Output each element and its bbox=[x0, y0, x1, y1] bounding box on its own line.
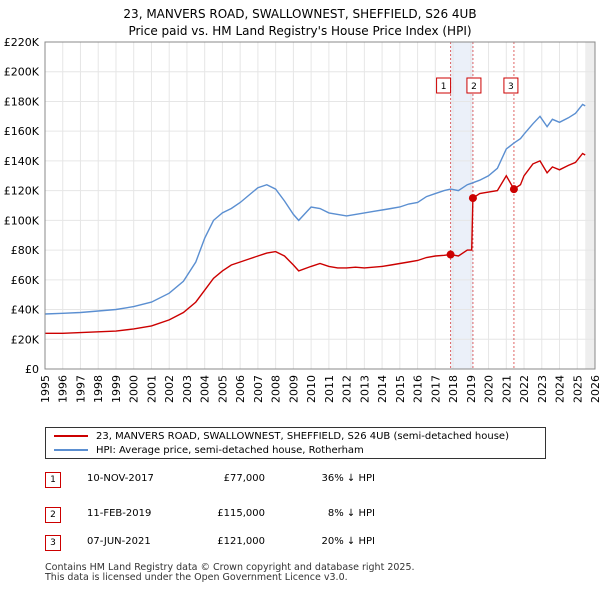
x-tick-label: 2006 bbox=[234, 375, 247, 403]
x-tick-label: 2014 bbox=[376, 375, 389, 403]
sale-label: 3 bbox=[508, 82, 514, 92]
y-tick-label: £40K bbox=[11, 304, 40, 317]
x-tick-label: 2011 bbox=[323, 375, 336, 403]
x-tick-label: 2009 bbox=[287, 375, 300, 403]
sale-marker-box: 1 bbox=[45, 472, 61, 488]
x-tick-label: 2017 bbox=[429, 375, 442, 403]
x-tick-label: 2013 bbox=[358, 375, 371, 403]
x-tick-label: 2008 bbox=[270, 375, 283, 403]
y-tick-label: £120K bbox=[4, 185, 40, 198]
y-tick-label: £0 bbox=[25, 363, 39, 376]
sale-marker-box: 3 bbox=[45, 535, 61, 551]
sale-point bbox=[510, 185, 518, 193]
x-tick-label: 1996 bbox=[57, 375, 70, 403]
legend-label-hpi: HPI: Average price, semi-detached house,… bbox=[96, 445, 364, 456]
sale-point bbox=[469, 194, 477, 202]
y-tick-label: £160K bbox=[4, 125, 40, 138]
x-tick-label: 2020 bbox=[483, 375, 496, 403]
y-tick-label: £200K bbox=[4, 66, 40, 79]
sale-date: 07-JUN-2021 bbox=[87, 536, 197, 547]
y-tick-label: £100K bbox=[4, 214, 40, 227]
sale-row: 2 11-FEB-2019 £115,000 8% ↓ HPI bbox=[45, 505, 545, 525]
x-tick-label: 2010 bbox=[305, 375, 318, 403]
x-tick-label: 2024 bbox=[554, 375, 567, 403]
sale-point bbox=[447, 251, 455, 259]
y-tick-label: £220K bbox=[4, 36, 40, 49]
sale-price: £77,000 bbox=[195, 473, 265, 484]
x-tick-label: 2005 bbox=[216, 375, 229, 403]
y-tick-label: £20K bbox=[11, 333, 40, 346]
sale-row: 1 10-NOV-2017 £77,000 36% ↓ HPI bbox=[45, 470, 545, 490]
x-tick-label: 1995 bbox=[39, 375, 52, 403]
footer: Contains HM Land Registry data © Crown c… bbox=[45, 563, 415, 583]
y-tick-label: £60K bbox=[11, 274, 40, 287]
x-tick-label: 2019 bbox=[465, 375, 478, 403]
x-tick-label: 2022 bbox=[518, 375, 531, 403]
x-tick-label: 2026 bbox=[589, 375, 600, 403]
y-tick-label: £80K bbox=[11, 244, 40, 257]
legend-label-property: 23, MANVERS ROAD, SWALLOWNEST, SHEFFIELD… bbox=[96, 431, 509, 442]
x-tick-label: 2004 bbox=[199, 375, 212, 403]
sale-hpi-diff: 36% ↓ HPI bbox=[285, 473, 375, 484]
x-tick-label: 2021 bbox=[500, 375, 513, 403]
x-tick-label: 2007 bbox=[252, 375, 265, 403]
x-tick-label: 1997 bbox=[74, 375, 87, 403]
x-tick-label: 2025 bbox=[571, 375, 584, 403]
x-tick-label: 2002 bbox=[163, 375, 176, 403]
legend-swatch-property bbox=[54, 435, 88, 437]
x-tick-label: 2000 bbox=[128, 375, 141, 403]
x-tick-label: 2012 bbox=[341, 375, 354, 403]
sale-marker-box: 2 bbox=[45, 507, 61, 523]
hpi-line bbox=[45, 104, 585, 314]
legend-item-property: 23, MANVERS ROAD, SWALLOWNEST, SHEFFIELD… bbox=[54, 430, 509, 444]
sale-hpi-diff: 20% ↓ HPI bbox=[285, 536, 375, 547]
legend-swatch-hpi bbox=[54, 449, 88, 451]
legend-item-hpi: HPI: Average price, semi-detached house,… bbox=[54, 444, 364, 458]
sale-price: £121,000 bbox=[195, 536, 265, 547]
x-tick-label: 1998 bbox=[92, 375, 105, 403]
x-tick-label: 2018 bbox=[447, 375, 460, 403]
price-chart: £0 £20K £40K £60K £80K £100K £120K £140K £160K £1… bbox=[0, 0, 600, 425]
x-tick-label: 2016 bbox=[412, 375, 425, 403]
sale-row: 3 07-JUN-2021 £121,000 20% ↓ HPI bbox=[45, 533, 545, 553]
x-tick-label: 2015 bbox=[394, 375, 407, 403]
sale-price: £115,000 bbox=[195, 508, 265, 519]
x-tick-label: 2003 bbox=[181, 375, 194, 403]
sale-date: 10-NOV-2017 bbox=[87, 473, 197, 484]
x-tick-label: 2001 bbox=[145, 375, 158, 403]
sale-hpi-diff: 8% ↓ HPI bbox=[285, 508, 375, 519]
sale-label: 2 bbox=[471, 82, 477, 92]
y-tick-label: £180K bbox=[4, 95, 40, 108]
forecast-shade bbox=[585, 42, 595, 369]
property-price-line bbox=[45, 154, 585, 334]
x-tick-label: 2023 bbox=[536, 375, 549, 403]
y-tick-label: £140K bbox=[4, 155, 40, 168]
footer-line2: This data is licensed under the Open Gov… bbox=[45, 573, 415, 583]
x-tick-label: 1999 bbox=[110, 375, 123, 403]
legend: 23, MANVERS ROAD, SWALLOWNEST, SHEFFIELD… bbox=[45, 427, 546, 459]
sale-label: 1 bbox=[441, 82, 447, 92]
sale-date: 11-FEB-2019 bbox=[87, 508, 197, 519]
